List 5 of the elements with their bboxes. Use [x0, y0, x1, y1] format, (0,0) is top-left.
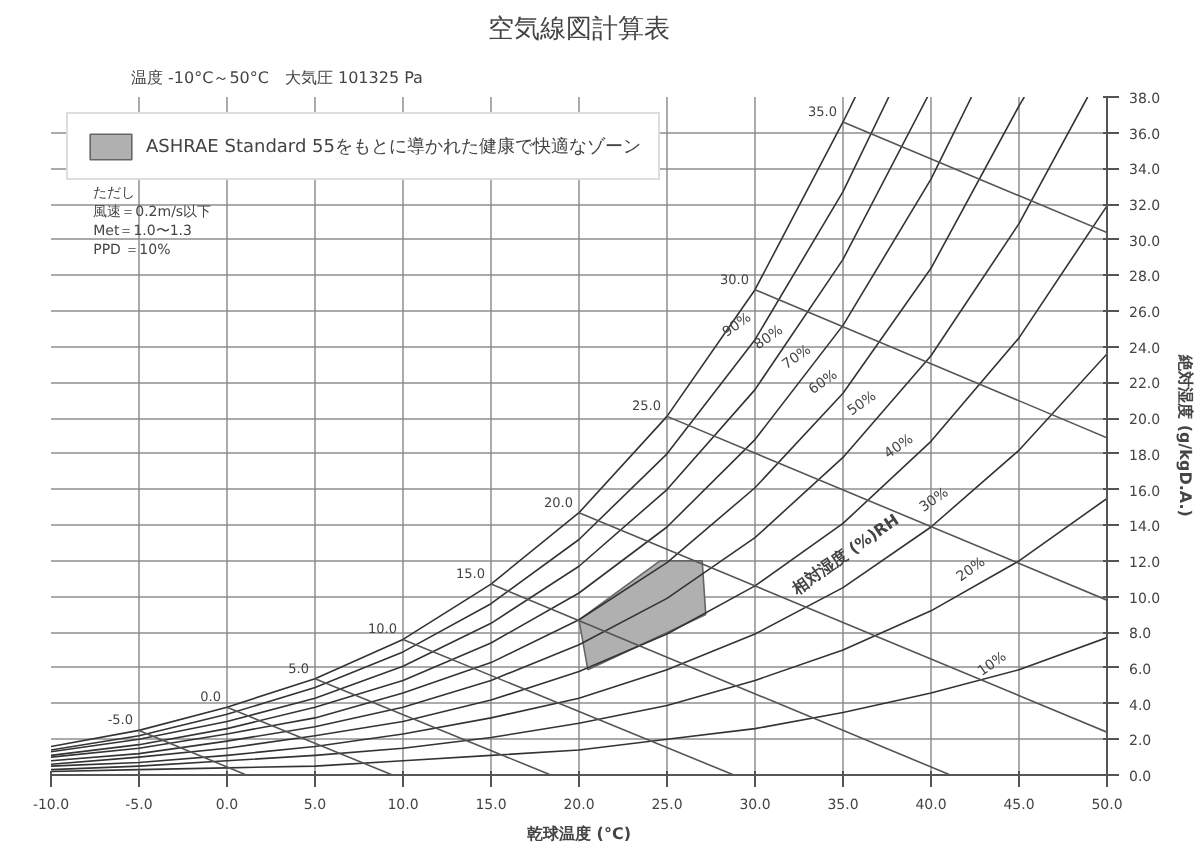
x-axis-title: 乾球温度 (°C)	[527, 823, 631, 843]
legend-label: ASHRAE Standard 55をもとに導かれた健康で快適なゾーン	[146, 135, 641, 159]
chart-subtitle: 温度 -10°C～50°C 大気圧 101325 Pa	[131, 69, 424, 87]
y-axis-title: 絶対湿度 (g/kgD.A.)	[1176, 353, 1197, 517]
chart-title: 空気線図計算表	[488, 15, 670, 45]
